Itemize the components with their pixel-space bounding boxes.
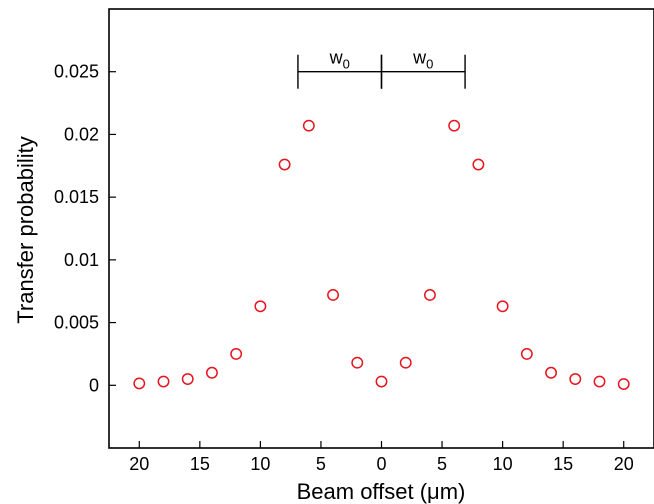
data-point bbox=[496, 300, 509, 313]
x-tick-label: 20 bbox=[614, 454, 634, 474]
x-tick-label: 0 bbox=[376, 454, 386, 474]
x-tick-label: 10 bbox=[250, 454, 270, 474]
data-point bbox=[205, 366, 218, 379]
y-axis-title: Transfer probability bbox=[13, 136, 38, 323]
beam-waist-annotation: w0 w0 bbox=[297, 48, 466, 89]
x-tick-label: 5 bbox=[316, 454, 326, 474]
data-point bbox=[399, 356, 412, 369]
data-point bbox=[254, 300, 267, 313]
data-point bbox=[520, 347, 533, 360]
x-tick-label: 10 bbox=[493, 454, 513, 474]
x-tick-label: 20 bbox=[129, 454, 149, 474]
x-tick-label: 5 bbox=[437, 454, 447, 474]
data-point bbox=[181, 373, 194, 385]
y-tick-label: 0.01 bbox=[64, 250, 99, 270]
y-tick-label: 0.015 bbox=[54, 187, 99, 207]
x-axis: 20 15 10 5 0 5 10 15 20 bbox=[129, 441, 634, 474]
x-axis-title: Beam offset (μm) bbox=[297, 479, 466, 504]
y-tick-label: 0.02 bbox=[64, 124, 99, 144]
annotation-subscript: 0 bbox=[426, 57, 433, 72]
annotation-subscript: 0 bbox=[343, 57, 350, 72]
annotation-label: w0 bbox=[412, 48, 433, 72]
data-point bbox=[302, 119, 315, 132]
data-point bbox=[327, 289, 340, 301]
data-point bbox=[569, 373, 582, 385]
y-tick-label: 0.005 bbox=[54, 313, 99, 333]
data-point bbox=[278, 158, 291, 171]
data-point bbox=[157, 375, 170, 388]
y-axis: 0 0.005 0.01 0.015 0.02 0.025 bbox=[54, 62, 116, 395]
y-tick-label: 0 bbox=[89, 375, 99, 395]
data-point bbox=[545, 366, 558, 379]
annotation-label: w0 bbox=[329, 48, 350, 72]
data-point bbox=[448, 119, 461, 132]
data-point bbox=[133, 377, 146, 390]
data-point bbox=[423, 289, 436, 301]
x-tick-label: 15 bbox=[553, 454, 573, 474]
data-point bbox=[375, 375, 388, 388]
data-point bbox=[617, 378, 630, 390]
data-point bbox=[472, 158, 485, 171]
data-point bbox=[593, 375, 606, 388]
y-tick-label: 0.025 bbox=[54, 62, 99, 82]
data-point bbox=[351, 356, 364, 369]
x-tick-label: 15 bbox=[190, 454, 210, 474]
data-series bbox=[133, 119, 630, 390]
data-point bbox=[230, 347, 243, 360]
